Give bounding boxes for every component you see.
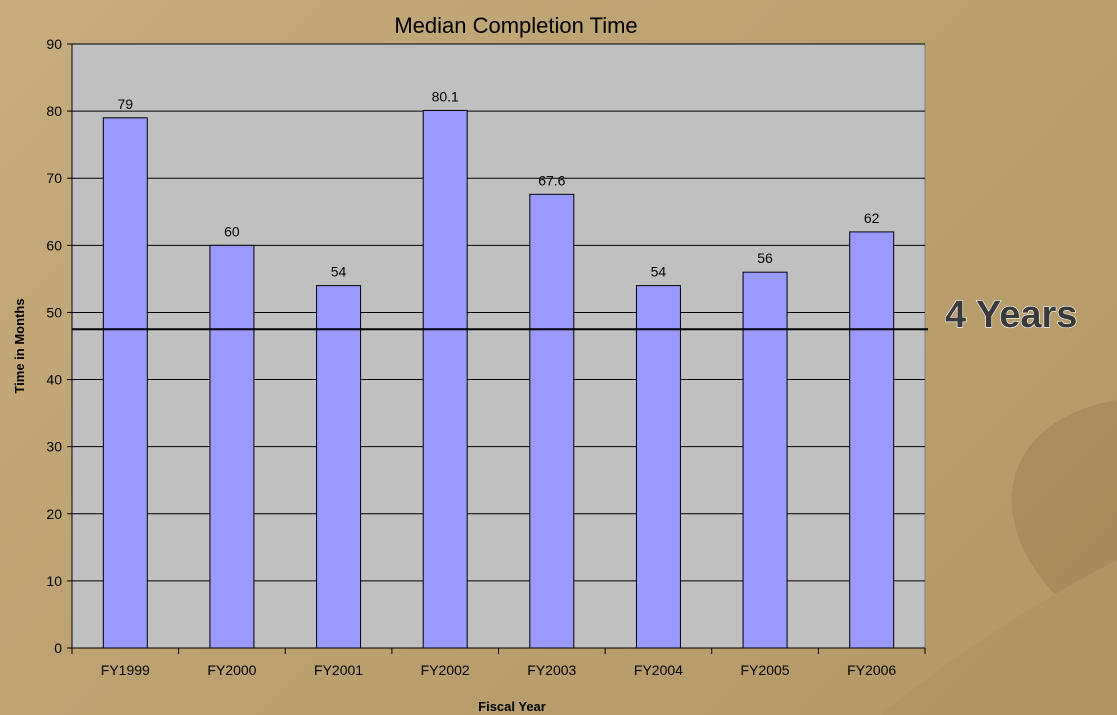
reference-line-label: 4 Years — [945, 294, 1077, 336]
x-tick-label: FY2004 — [634, 662, 683, 678]
x-axis: FY1999 FY2000 FY2001 FY2002 FY2003 FY2004 FY20… — [71, 647, 926, 678]
bar-fy2004 — [635, 285, 681, 649]
bar-fy2001 — [316, 285, 362, 649]
x-tick-label: FY2003 — [527, 662, 576, 678]
y-tick-label: 40 — [46, 372, 62, 388]
bar-fy2002 — [422, 109, 468, 649]
x-tick-label: FY2000 — [207, 662, 256, 678]
bar-fy2000 — [209, 244, 255, 649]
y-tick-label: 60 — [46, 237, 62, 253]
bar-fy2006 — [849, 231, 895, 649]
data-label-fy2004: 54 — [651, 264, 667, 280]
data-label-fy1999: 79 — [118, 96, 134, 112]
y-tick-label: 30 — [46, 439, 62, 455]
y-tick-label: 90 — [46, 36, 62, 52]
bar-fy2005 — [742, 271, 788, 649]
y-axis: 0 10 20 30 40 50 60 70 80 90 — [46, 36, 73, 656]
data-label-fy2005: 56 — [757, 250, 773, 266]
y-tick-label: 0 — [54, 640, 62, 656]
y-axis-title: Time in Months — [12, 298, 27, 393]
data-label-fy2003: 67.6 — [538, 172, 565, 188]
x-tick-label: FY1999 — [101, 662, 150, 678]
y-tick-label: 80 — [46, 103, 62, 119]
plot-area — [71, 43, 926, 649]
background-swirl-decoration — [880, 400, 1117, 715]
data-label-fy2000: 60 — [224, 223, 240, 239]
bar-fy1999 — [102, 117, 148, 649]
x-tick-label: FY2006 — [847, 662, 896, 678]
x-tick-label: FY2002 — [421, 662, 470, 678]
y-tick-label: 20 — [46, 506, 62, 522]
bar-fy2003 — [529, 193, 575, 649]
data-label-fy2002: 80.1 — [432, 88, 459, 104]
x-tick-label: FY2001 — [314, 662, 363, 678]
x-axis-title: Fiscal Year — [478, 699, 546, 714]
bars-group — [102, 109, 895, 649]
y-tick-label: 10 — [46, 573, 62, 589]
y-tick-label: 70 — [46, 170, 62, 186]
chart-title: Median Completion Time — [394, 13, 637, 38]
data-labels-group: 79 60 54 80.1 67.6 54 56 62 — [118, 88, 880, 279]
data-label-fy2006: 62 — [864, 210, 880, 226]
data-label-fy2001: 54 — [331, 264, 347, 280]
y-tick-label: 50 — [46, 304, 62, 320]
x-tick-label: FY2005 — [741, 662, 790, 678]
